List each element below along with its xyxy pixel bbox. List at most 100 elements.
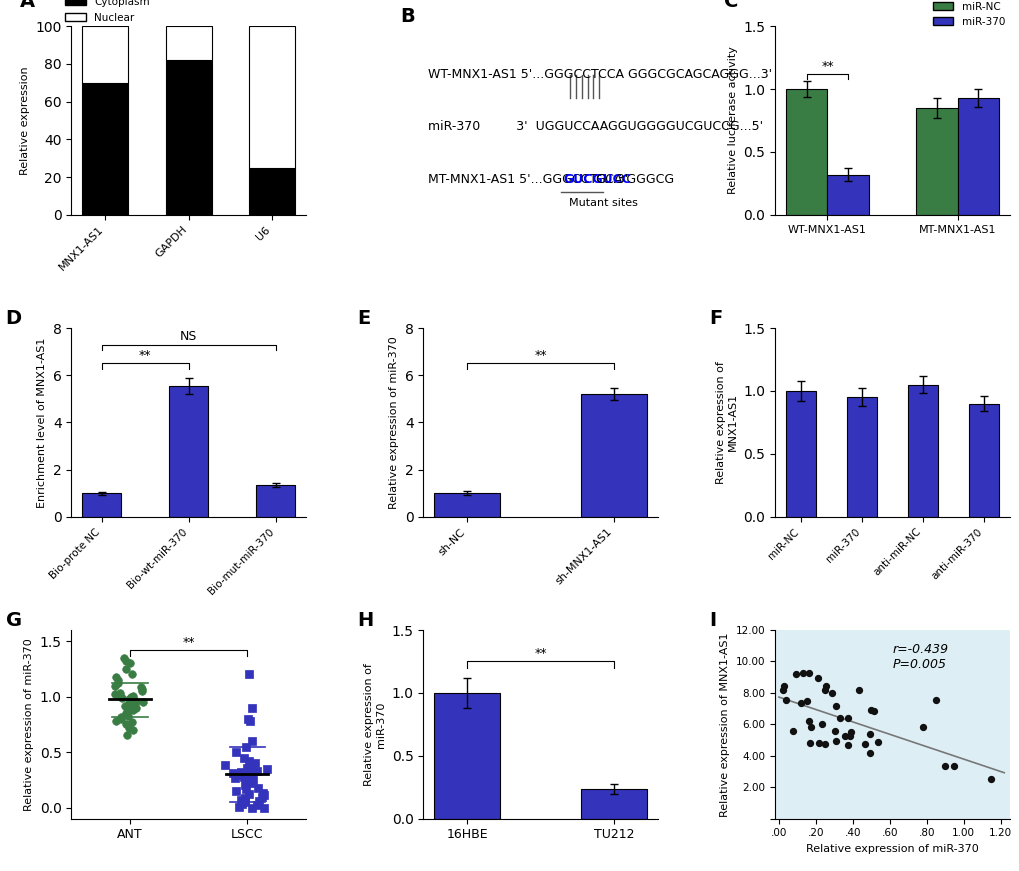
Point [936, 760, 953, 773]
Point [856, 737, 872, 751]
Point [244, 734, 260, 748]
Point [118, 706, 135, 720]
Point [118, 662, 135, 676]
Point [127, 701, 144, 715]
Y-axis label: Relative expression of
MNX1-AS1: Relative expression of MNX1-AS1 [715, 361, 737, 484]
Text: D: D [6, 309, 21, 328]
Point [982, 772, 999, 786]
Point [839, 711, 855, 725]
Point [127, 694, 144, 708]
Point [841, 729, 857, 743]
Point [124, 723, 141, 737]
Point [232, 765, 249, 779]
Point [240, 667, 257, 681]
Point [830, 711, 847, 725]
Point [256, 800, 272, 814]
Point [121, 657, 138, 671]
Point [946, 759, 962, 773]
Point [865, 704, 881, 718]
Point [124, 703, 141, 717]
Point [813, 717, 829, 731]
Point [236, 792, 253, 806]
Point [132, 679, 149, 693]
Point [794, 666, 810, 680]
Point [217, 759, 233, 773]
Point [117, 718, 133, 732]
Bar [249, 26, 296, 167]
Bar [957, 98, 999, 215]
Text: **: ** [534, 647, 546, 660]
Bar [433, 693, 499, 819]
Point [249, 764, 265, 778]
Point [800, 666, 816, 680]
Point [119, 708, 136, 722]
Point [113, 712, 129, 726]
Point [774, 679, 791, 693]
Text: miR-370         3'  UGGUCCAAGGUGGGGUCGUCCG...5': miR-370 3' UGGUCCAAGGUGGGGUCGUCCG...5' [428, 120, 762, 133]
Point [236, 795, 253, 809]
Text: I: I [709, 611, 716, 630]
Point [861, 727, 877, 741]
Point [242, 776, 258, 790]
Y-axis label: Relative expression: Relative expression [19, 66, 30, 175]
Text: E: E [358, 309, 371, 328]
Point [235, 770, 252, 784]
Point [801, 736, 817, 750]
Point [123, 715, 140, 729]
Bar [968, 403, 999, 517]
Point [120, 696, 137, 710]
Point [253, 790, 269, 804]
Point [800, 714, 816, 728]
Bar [165, 26, 212, 60]
Text: C: C [722, 0, 737, 11]
Point [240, 774, 257, 788]
Point [135, 695, 151, 709]
Point [861, 746, 877, 760]
Point [862, 703, 878, 717]
Point [816, 738, 833, 752]
Point [774, 683, 791, 697]
Point [110, 673, 126, 687]
Legend: Cytoplasm, Nuclear: Cytoplasm, Nuclear [65, 0, 150, 23]
Bar [256, 485, 296, 517]
Point [244, 767, 260, 781]
Point [115, 651, 131, 665]
Point [793, 696, 809, 710]
Point [776, 693, 793, 707]
Text: Mutant sites: Mutant sites [569, 198, 637, 208]
Text: **: ** [182, 636, 195, 649]
Point [117, 699, 133, 712]
Point [822, 685, 839, 699]
Point [227, 784, 244, 798]
Point [233, 768, 250, 782]
Point [238, 760, 255, 774]
Point [233, 797, 250, 811]
Y-axis label: Enrichment level of MNX1-AS1: Enrichment level of MNX1-AS1 [38, 337, 47, 508]
Text: G: G [6, 611, 21, 630]
Point [242, 763, 258, 777]
Point [259, 762, 275, 776]
Bar [82, 26, 128, 83]
Point [114, 691, 130, 705]
Point [244, 800, 260, 814]
Point [837, 728, 853, 742]
Bar [581, 394, 647, 517]
Point [840, 739, 856, 753]
Point [133, 684, 150, 698]
Legend: miR-NC, miR-370: miR-NC, miR-370 [927, 0, 1008, 30]
Point [251, 794, 267, 808]
Y-axis label: Relative expression of MNX1-AS1: Relative expression of MNX1-AS1 [719, 632, 730, 817]
Point [124, 689, 141, 703]
Point [843, 725, 859, 739]
Point [240, 787, 257, 801]
Point [107, 679, 123, 692]
Bar [249, 167, 296, 215]
Point [126, 698, 143, 712]
Point [809, 672, 825, 685]
Bar [846, 397, 876, 517]
Text: G...3': G...3' [595, 173, 629, 186]
Text: MT-MNX1-AS1 5'...GGGCCTCCA GGGCG: MT-MNX1-AS1 5'...GGGCCTCCA GGGCG [428, 173, 674, 186]
Text: NS: NS [179, 330, 198, 343]
Point [225, 766, 242, 780]
Point [785, 724, 801, 738]
